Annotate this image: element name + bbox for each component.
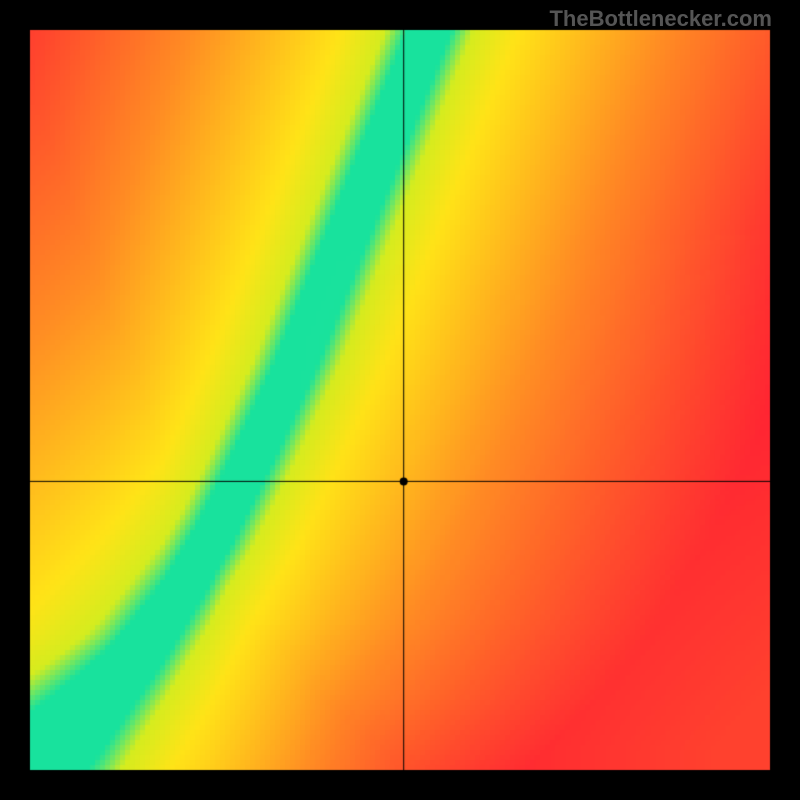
watermark-text: TheBottlenecker.com: [549, 6, 772, 32]
chart-container: TheBottlenecker.com: [0, 0, 800, 800]
bottleneck-heatmap: [0, 0, 800, 800]
